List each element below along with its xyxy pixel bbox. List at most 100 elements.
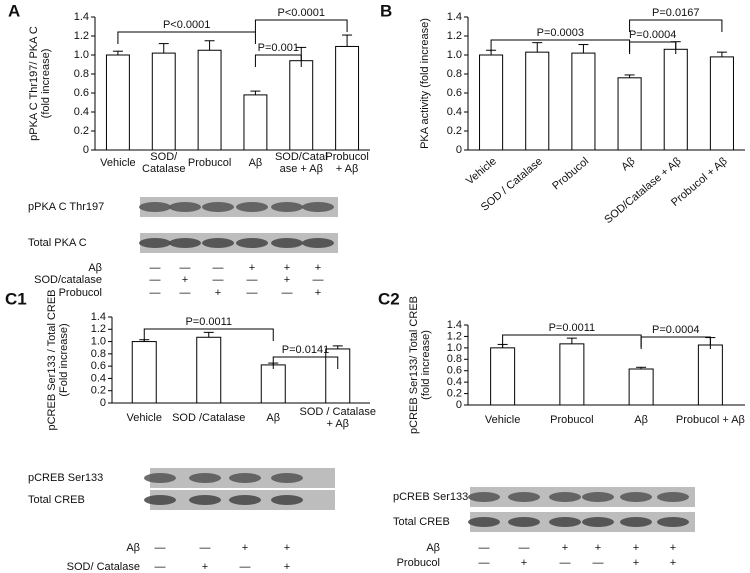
treatment-mark: — bbox=[150, 262, 161, 274]
y-tick-label: 0.4 bbox=[74, 106, 89, 118]
significance-bracket bbox=[272, 356, 339, 369]
y-tick-label: 1.4 bbox=[91, 311, 106, 323]
significance-bracket bbox=[640, 336, 711, 349]
y-tick-label: 1.2 bbox=[74, 30, 89, 42]
y-tick-label: 0 bbox=[456, 399, 462, 411]
blot-band bbox=[508, 517, 540, 527]
x-tick-label: SOD / Catalase + Aβ bbox=[300, 406, 376, 430]
treatment-mark: + bbox=[202, 561, 208, 573]
y-tick-label: 0.8 bbox=[447, 68, 462, 80]
y-tick-label: 0.4 bbox=[447, 106, 462, 118]
treatment-mark: — bbox=[282, 287, 293, 299]
bar bbox=[490, 347, 516, 406]
bar bbox=[525, 51, 550, 151]
y-tick-label: 0.2 bbox=[447, 387, 462, 399]
blot-band bbox=[189, 495, 221, 505]
treatment-mark: — bbox=[213, 262, 224, 274]
treatment-mark: — bbox=[213, 274, 224, 286]
blot-band bbox=[229, 495, 261, 505]
y-tick-label: 0.8 bbox=[91, 348, 106, 360]
x-tick-label: Probucol bbox=[188, 157, 231, 169]
blot-band bbox=[139, 202, 171, 212]
blot-band bbox=[139, 238, 171, 248]
treatment-mark: — bbox=[479, 557, 490, 569]
treatment-mark: + bbox=[521, 557, 527, 569]
y-tick-label: 0 bbox=[83, 144, 89, 156]
bar bbox=[335, 45, 360, 151]
y-axis-label: pCREB Ser133 / Total CREB(Fold increase) bbox=[46, 289, 70, 430]
treatment-mark: — bbox=[180, 262, 191, 274]
x-tick-label: Vehicle bbox=[100, 157, 135, 169]
y-tick-label: 0.4 bbox=[447, 376, 462, 388]
bar bbox=[243, 94, 268, 151]
treatment-mark: + bbox=[215, 287, 221, 299]
y-tick-label: 0.8 bbox=[447, 353, 462, 365]
treatment-mark: + bbox=[670, 557, 676, 569]
x-tick-label: Aβ bbox=[634, 414, 648, 426]
blot-band bbox=[468, 517, 500, 527]
blot-band bbox=[202, 202, 234, 212]
treatment-mark: — bbox=[247, 274, 258, 286]
treatment-mark: — bbox=[155, 542, 166, 554]
blot-band bbox=[169, 238, 201, 248]
y-tick-label: 1.0 bbox=[74, 49, 89, 61]
bar bbox=[697, 344, 723, 406]
x-tick-label: SOD /Catalase bbox=[172, 412, 245, 424]
bar bbox=[260, 364, 286, 404]
x-tick-label: Probucol bbox=[550, 155, 591, 192]
bar bbox=[571, 52, 596, 151]
blot-band bbox=[657, 517, 689, 527]
significance-bracket bbox=[629, 41, 677, 54]
blot-band bbox=[549, 517, 581, 527]
blot-band bbox=[169, 202, 201, 212]
x-tick-label: Aβ bbox=[619, 155, 637, 173]
treatment-mark: + bbox=[242, 542, 248, 554]
blot-label: Total CREB bbox=[28, 494, 85, 506]
y-axis-label: PKA activity (fold increase) bbox=[419, 18, 431, 149]
y-tick-label: 1.0 bbox=[447, 49, 462, 61]
y-tick-label: 0.2 bbox=[91, 385, 106, 397]
treatment-mark: — bbox=[593, 557, 604, 569]
y-axis-label: pCREB Ser133/ Total CREB(fold increase) bbox=[408, 296, 432, 434]
significance-bracket bbox=[254, 54, 302, 67]
y-tick-label: 0.6 bbox=[74, 87, 89, 99]
treatment-label: SOD/catalase bbox=[34, 274, 102, 286]
y-tick-label: 0.2 bbox=[447, 125, 462, 137]
treatment-mark: + bbox=[562, 542, 568, 554]
significance-bracket bbox=[490, 39, 631, 52]
treatment-mark: + bbox=[182, 274, 188, 286]
treatment-mark: + bbox=[284, 274, 290, 286]
blot-band bbox=[302, 238, 334, 248]
treatment-mark: — bbox=[240, 561, 251, 573]
bar bbox=[131, 341, 157, 404]
bar bbox=[663, 48, 688, 151]
panel-letter: B bbox=[380, 1, 392, 20]
treatment-mark: + bbox=[633, 557, 639, 569]
y-tick-label: 1.0 bbox=[447, 342, 462, 354]
p-value: P=0.001 bbox=[258, 42, 299, 54]
p-value: P=0.0004 bbox=[652, 324, 699, 336]
x-tick-label: Aβ bbox=[266, 412, 280, 424]
significance-bracket bbox=[254, 19, 348, 32]
bar bbox=[151, 52, 176, 151]
treatment-mark: — bbox=[150, 287, 161, 299]
p-value: P=0.0011 bbox=[549, 322, 596, 334]
y-tick-label: 1.2 bbox=[91, 323, 106, 335]
treatment-mark: + bbox=[284, 561, 290, 573]
significance-bracket bbox=[117, 31, 256, 44]
treatment-mark: — bbox=[313, 274, 324, 286]
y-tick-label: 1.2 bbox=[447, 30, 462, 42]
treatment-mark: + bbox=[284, 542, 290, 554]
blot-label: pCREB Ser133 bbox=[393, 491, 468, 503]
blot-band bbox=[202, 238, 234, 248]
bar bbox=[617, 77, 642, 151]
treatment-label: Probucol bbox=[59, 287, 102, 299]
blot-band bbox=[144, 473, 176, 483]
bar bbox=[289, 60, 314, 151]
blot-band bbox=[271, 495, 303, 505]
bar bbox=[105, 54, 130, 151]
x-tick-label: Vehicle bbox=[464, 155, 499, 187]
significance-bracket bbox=[629, 19, 723, 32]
treatment-mark: — bbox=[150, 274, 161, 286]
